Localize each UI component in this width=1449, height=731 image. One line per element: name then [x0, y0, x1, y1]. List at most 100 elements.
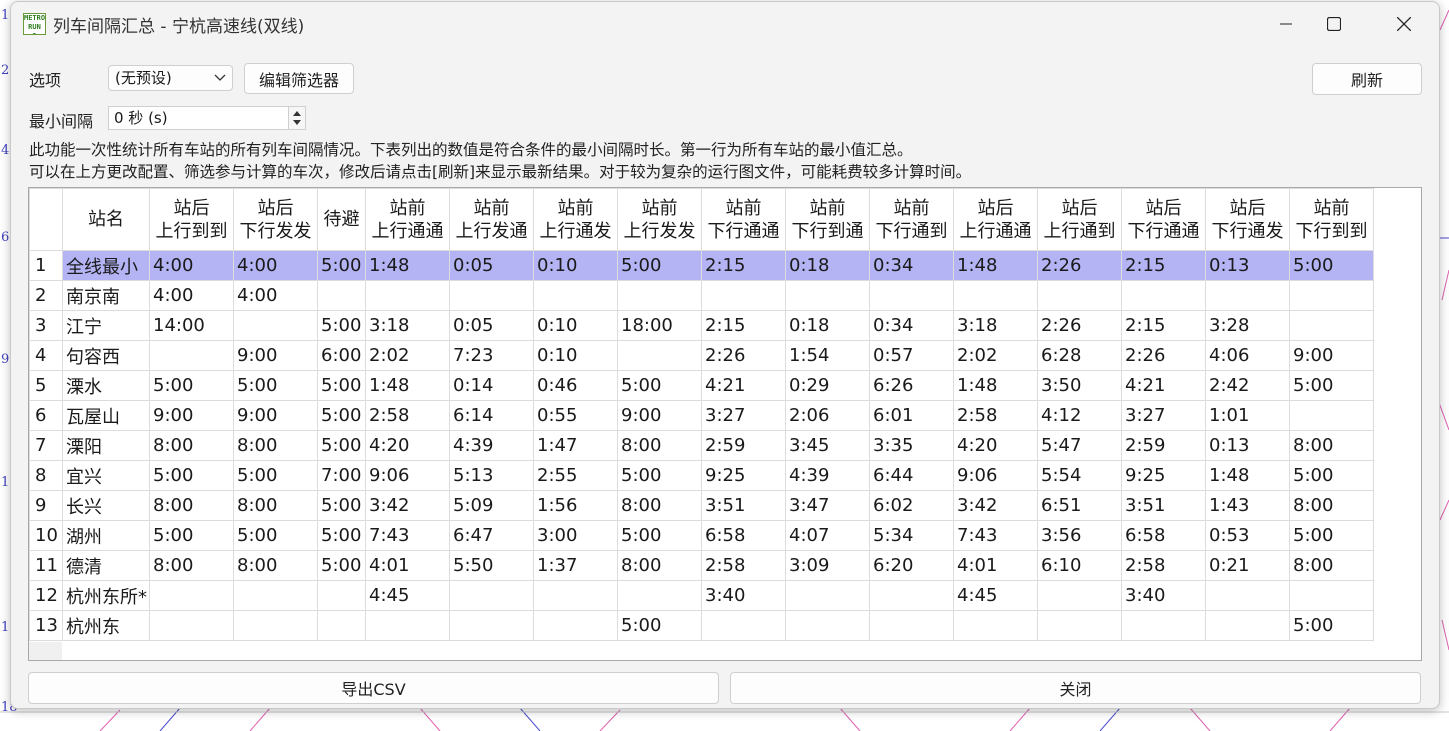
interval-cell[interactable]: 3:27	[701, 400, 786, 431]
table-row[interactable]: 5 溧水 5:00 5:00 5:00 1:48 0:14 0:46 5:00 4:21 0:29 6…	[29, 370, 1374, 401]
table-corner[interactable]	[29, 188, 63, 251]
interval-cell[interactable]: 6:58	[1121, 520, 1206, 551]
interval-cell[interactable]: 3:51	[1121, 490, 1206, 521]
interval-cell[interactable]: 8:00	[1289, 490, 1374, 521]
interval-cell[interactable]: 9:00	[233, 400, 318, 431]
interval-cell[interactable]: 0:10	[533, 310, 618, 341]
interval-cell[interactable]: 9:00	[1289, 340, 1374, 371]
interval-cell[interactable]: 1:48	[365, 370, 450, 401]
interval-cell[interactable]	[1121, 610, 1206, 641]
interval-cell[interactable]: 5:00	[317, 490, 366, 521]
column-header[interactable]: 站后 上行通到	[1037, 188, 1122, 251]
table-row[interactable]: 7 溧阳 8:00 8:00 5:00 4:20 4:39 1:47 8:00 2:59 3:45 3…	[29, 430, 1374, 461]
interval-cell[interactable]: 7:43	[953, 520, 1038, 551]
interval-cell[interactable]: 2:02	[953, 340, 1038, 371]
interval-cell[interactable]: 2:26	[1037, 310, 1122, 341]
interval-cell[interactable]: 6:58	[701, 520, 786, 551]
interval-cell[interactable]	[701, 610, 786, 641]
interval-cell[interactable]: 9:06	[365, 460, 450, 491]
interval-cell[interactable]: 6:14	[449, 400, 534, 431]
row-number[interactable]: 4	[29, 340, 63, 371]
interval-cell[interactable]: 0:53	[1205, 520, 1290, 551]
interval-cell[interactable]: 6:20	[869, 550, 954, 581]
interval-cell[interactable]: 0:18	[785, 310, 870, 341]
interval-cell[interactable]: 2:15	[701, 250, 786, 281]
interval-cell[interactable]: 9:25	[1121, 460, 1206, 491]
interval-cell[interactable]: 6:00	[317, 340, 366, 371]
interval-cell[interactable]: 9:00	[149, 400, 234, 431]
row-number[interactable]: 9	[29, 490, 63, 521]
interval-cell[interactable]: 5:00	[233, 370, 318, 401]
interval-cell[interactable]: 5:00	[233, 520, 318, 551]
interval-cell[interactable]: 6:51	[1037, 490, 1122, 521]
interval-cell[interactable]: 6:01	[869, 400, 954, 431]
interval-cell[interactable]: 2:06	[785, 400, 870, 431]
interval-cell[interactable]	[1037, 280, 1122, 311]
interval-cell[interactable]: 3:40	[701, 580, 786, 611]
interval-cell[interactable]	[617, 340, 702, 371]
interval-cell[interactable]	[449, 610, 534, 641]
interval-cell[interactable]: 0:10	[533, 250, 618, 281]
row-number[interactable]: 3	[29, 310, 63, 341]
interval-cell[interactable]: 3:35	[869, 430, 954, 461]
interval-cell[interactable]	[1121, 280, 1206, 311]
interval-cell[interactable]: 2:58	[1121, 550, 1206, 581]
interval-cell[interactable]: 2:58	[365, 400, 450, 431]
row-number[interactable]: 1	[29, 250, 63, 281]
interval-cell[interactable]: 2:59	[701, 430, 786, 461]
interval-cell[interactable]: 2:15	[701, 310, 786, 341]
interval-cell[interactable]: 1:37	[533, 550, 618, 581]
interval-cell[interactable]: 5:00	[317, 550, 366, 581]
interval-cell[interactable]: 4:21	[1121, 370, 1206, 401]
interval-cell[interactable]: 3:00	[533, 520, 618, 551]
interval-cell[interactable]: 0:55	[533, 400, 618, 431]
interval-cell[interactable]: 4:20	[953, 430, 1038, 461]
station-name-cell[interactable]: 句容西	[62, 340, 150, 371]
interval-cell[interactable]: 0:05	[449, 310, 534, 341]
interval-cell[interactable]: 9:00	[617, 400, 702, 431]
interval-cell[interactable]: 2:59	[1121, 430, 1206, 461]
interval-cell[interactable]: 1:48	[953, 250, 1038, 281]
interval-cell[interactable]: 4:00	[233, 280, 318, 311]
close-button[interactable]: 关闭	[730, 672, 1421, 704]
interval-cell[interactable]: 6:26	[869, 370, 954, 401]
interval-cell[interactable]: 8:00	[233, 550, 318, 581]
interval-cell[interactable]: 7:23	[449, 340, 534, 371]
interval-cell[interactable]	[317, 610, 366, 641]
table-row[interactable]: 12 杭州东所* 4:45 3:40 4:45 3:40	[29, 580, 1374, 611]
column-header[interactable]: 站后 下行通发	[1205, 188, 1290, 251]
close-window-button[interactable]	[1381, 6, 1427, 42]
interval-cell[interactable]	[785, 610, 870, 641]
title-bar[interactable]: METRO RUN 2 列车间隔汇总 - 宁杭高速线(双线)	[11, 2, 1439, 44]
interval-cell[interactable]: 4:01	[953, 550, 1038, 581]
interval-cell[interactable]: 2:26	[1121, 340, 1206, 371]
interval-cell[interactable]: 1:56	[533, 490, 618, 521]
interval-cell[interactable]	[1037, 610, 1122, 641]
interval-cell[interactable]: 4:07	[785, 520, 870, 551]
interval-cell[interactable]: 8:00	[233, 490, 318, 521]
interval-cell[interactable]: 3:42	[953, 490, 1038, 521]
interval-cell[interactable]: 14:00	[149, 310, 234, 341]
interval-cell[interactable]: 0:13	[1205, 430, 1290, 461]
interval-cell[interactable]: 8:00	[233, 430, 318, 461]
station-name-cell[interactable]: 溧阳	[62, 430, 150, 461]
station-name-cell[interactable]: 南京南	[62, 280, 150, 311]
station-name-cell[interactable]: 杭州东	[62, 610, 150, 641]
column-header[interactable]: 站前 上行发通	[449, 188, 534, 251]
interval-cell[interactable]: 0:13	[1205, 250, 1290, 281]
interval-cell[interactable]	[869, 280, 954, 311]
row-number[interactable]: 2	[29, 280, 63, 311]
interval-cell[interactable]: 18:00	[617, 310, 702, 341]
station-name-cell[interactable]: 溧水	[62, 370, 150, 401]
table-row[interactable]: 2 南京南 4:00 4:00	[29, 280, 1374, 311]
interval-cell[interactable]	[233, 310, 318, 341]
interval-cell[interactable]: 3:50	[1037, 370, 1122, 401]
interval-cell[interactable]	[1205, 610, 1290, 641]
interval-cell[interactable]: 0:05	[449, 250, 534, 281]
interval-cell[interactable]: 6:44	[869, 460, 954, 491]
row-number[interactable]: 7	[29, 430, 63, 461]
interval-cell[interactable]	[869, 580, 954, 611]
interval-cell[interactable]: 3:42	[365, 490, 450, 521]
interval-cell[interactable]	[149, 340, 234, 371]
interval-cell[interactable]: 0:34	[869, 310, 954, 341]
